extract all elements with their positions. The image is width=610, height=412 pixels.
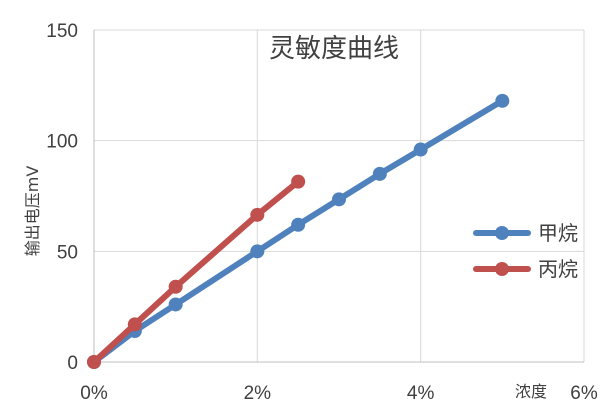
data-point bbox=[332, 192, 346, 207]
data-point bbox=[291, 217, 306, 232]
data-point bbox=[168, 297, 183, 312]
data-point bbox=[291, 174, 306, 189]
x-tick-label: 2% bbox=[244, 383, 272, 404]
chart-title: 灵敏度曲线 bbox=[269, 34, 399, 64]
legend-marker bbox=[495, 226, 509, 240]
x-tick-label: 6% bbox=[570, 383, 598, 404]
data-point bbox=[87, 355, 101, 369]
series-line bbox=[91, 178, 302, 365]
legend-label: 甲烷 bbox=[538, 221, 578, 245]
x-tick-label: 4% bbox=[407, 383, 435, 404]
axes: 0 50 100 150 0% 2% 4% 6% bbox=[46, 21, 598, 404]
legend-marker bbox=[495, 262, 509, 276]
data-point bbox=[250, 244, 265, 259]
y-tick-label: 0 bbox=[67, 353, 78, 374]
series-0 bbox=[87, 93, 510, 369]
x-tick-label: 0% bbox=[80, 383, 108, 404]
legend-item-1: 丙烷 bbox=[473, 257, 578, 281]
data-point bbox=[495, 93, 510, 108]
series-1 bbox=[87, 174, 306, 369]
x-axis-title: 浓度 bbox=[515, 382, 547, 401]
data-point bbox=[168, 279, 183, 294]
data-point bbox=[127, 317, 142, 332]
series-area bbox=[87, 93, 510, 369]
grid bbox=[94, 29, 585, 362]
data-point bbox=[250, 207, 265, 222]
legend-item-0: 甲烷 bbox=[473, 221, 578, 245]
data-point bbox=[372, 166, 387, 181]
y-tick-label: 50 bbox=[57, 242, 78, 263]
data-point bbox=[413, 142, 428, 157]
y-tick-label: 100 bbox=[46, 132, 78, 153]
y-tick-label: 150 bbox=[46, 21, 78, 42]
y-axis-title: 输出电压mV bbox=[23, 166, 42, 257]
legend-label: 丙烷 bbox=[538, 257, 578, 281]
